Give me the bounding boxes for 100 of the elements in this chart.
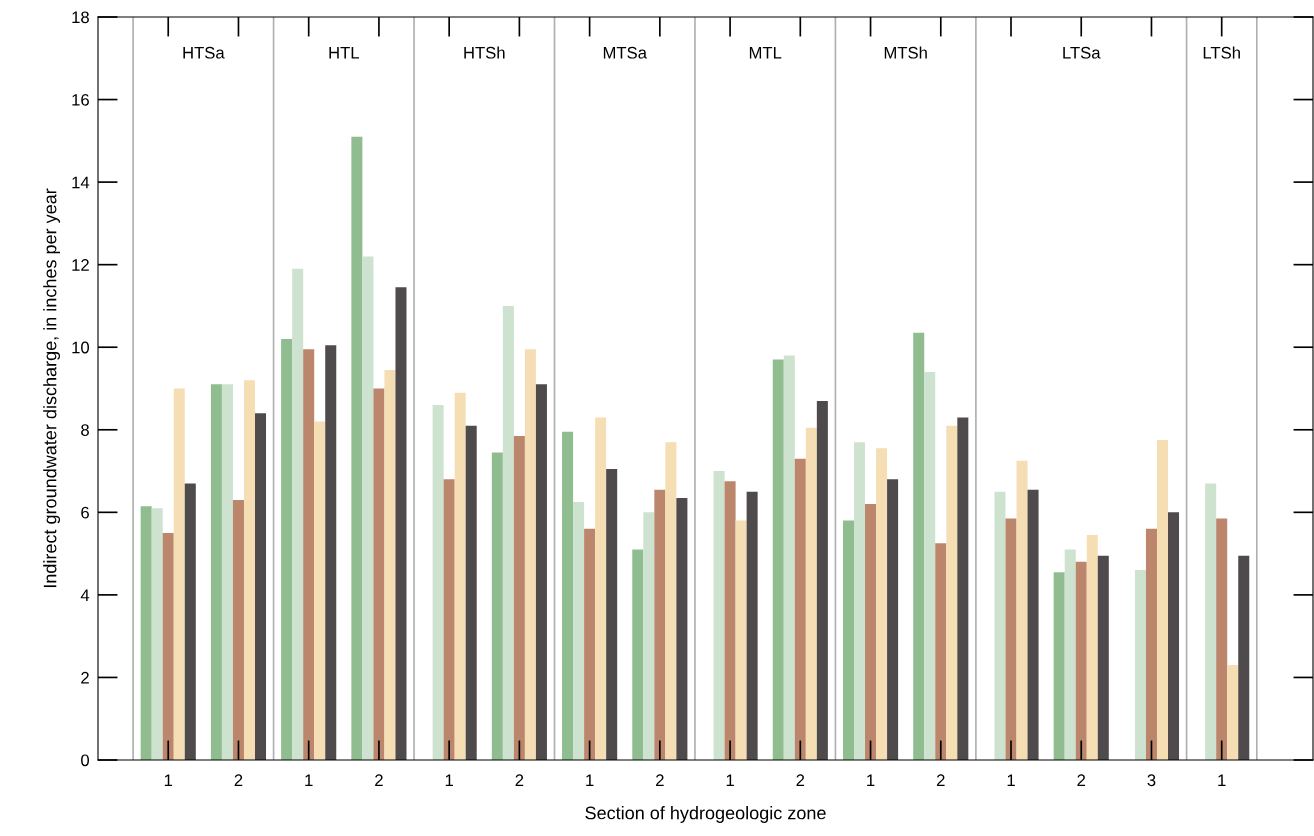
bar: [854, 442, 866, 760]
bar: [162, 532, 174, 760]
bar: [676, 497, 688, 760]
bar: [1064, 549, 1076, 760]
bar: [573, 502, 585, 760]
bar: [1016, 460, 1028, 760]
bar: [502, 305, 514, 760]
bar: [805, 427, 817, 760]
annotation: HTSh: [464, 46, 505, 59]
bar: [654, 489, 666, 760]
bar: [184, 483, 196, 760]
bar: [632, 549, 644, 760]
y-tick-label: 10: [72, 341, 90, 354]
bar: [395, 287, 407, 760]
y-tick-label: 18: [72, 11, 89, 24]
bar: [151, 508, 163, 760]
bar: [887, 479, 899, 760]
bar: [865, 504, 877, 760]
y-tick-label: 14: [72, 176, 90, 189]
bar: [362, 256, 374, 760]
bar: [1156, 440, 1169, 760]
bar: [794, 458, 806, 760]
bar: [713, 471, 725, 760]
bar: [454, 392, 466, 760]
x-tick-label: 1: [164, 774, 173, 786]
bar: [584, 528, 596, 760]
bar: [281, 338, 293, 760]
bar: [535, 384, 547, 760]
x-tick-label: 3: [1147, 774, 1156, 787]
bar: [1053, 572, 1065, 760]
x-tick-label: 1: [586, 774, 594, 786]
x-tick-label: 2: [234, 774, 243, 786]
bar: [292, 268, 304, 760]
bar: [232, 499, 244, 760]
bar: [913, 332, 925, 760]
bar: [351, 136, 363, 760]
x-tick-label: 1: [1007, 774, 1015, 786]
bar: [373, 388, 385, 760]
bar: [432, 405, 444, 760]
y-tick-label: 4: [80, 589, 90, 601]
bar: [946, 425, 958, 760]
bar: [816, 400, 828, 760]
bar: [513, 435, 525, 760]
bar: [384, 369, 396, 760]
bar: [255, 413, 267, 760]
bar: [491, 452, 503, 760]
annotation: LTSh: [1203, 46, 1240, 59]
x-tick-label: 2: [375, 774, 383, 786]
bar: [1134, 570, 1146, 760]
bar: [173, 388, 185, 760]
bar: [772, 359, 784, 760]
bar: [1227, 665, 1239, 760]
x-tick-label: 1: [445, 774, 453, 786]
bar: [735, 520, 747, 760]
bar: [221, 384, 233, 760]
annotation: HTL: [329, 46, 359, 59]
bar: [1086, 535, 1098, 760]
annotation: HTSa: [183, 46, 225, 59]
y-tick-label: 12: [72, 259, 89, 271]
x-tick-label: 2: [515, 774, 524, 786]
bar: [314, 421, 326, 760]
y-tick-label: 6: [81, 506, 89, 519]
bar: [1075, 561, 1087, 760]
annotation: MTSa: [603, 46, 647, 59]
bar: [1097, 555, 1109, 760]
x-tick-label: 1: [1218, 774, 1226, 786]
bar: [935, 543, 947, 760]
x-tick-label: 1: [305, 774, 313, 786]
bar: [876, 448, 888, 760]
bar: [665, 442, 677, 760]
bar: [140, 506, 152, 760]
bar: [303, 349, 315, 760]
bar: [443, 479, 455, 760]
x-tick-label: 1: [726, 774, 734, 786]
bar: [562, 431, 574, 760]
x-axis-title: Section of hydrogeologic zone: [585, 806, 826, 823]
bar: [957, 417, 969, 760]
annotation: MTL: [749, 46, 782, 59]
bar: [524, 349, 536, 760]
bar: [1216, 518, 1228, 760]
bar: [842, 520, 854, 760]
bar: [1168, 512, 1180, 760]
x-tick-label: 2: [796, 774, 805, 786]
bar: [783, 355, 795, 760]
bar: [724, 481, 736, 760]
bar: [746, 491, 758, 760]
bar: [606, 468, 618, 760]
annotation: MTSh: [884, 46, 927, 59]
bar: [465, 425, 477, 760]
y-axis-title: Indirect groundwater discharge, in inches per year: [43, 188, 61, 588]
bar: [595, 417, 607, 760]
x-tick-label: 2: [936, 774, 945, 786]
bar: [210, 384, 222, 760]
bar: [1027, 489, 1039, 760]
y-tick-label: 0: [81, 754, 90, 767]
annotation: LTSa: [1063, 46, 1101, 59]
bar: [924, 371, 936, 760]
bar: [325, 345, 337, 760]
x-tick-label: 2: [656, 774, 664, 786]
bar: [643, 512, 655, 760]
